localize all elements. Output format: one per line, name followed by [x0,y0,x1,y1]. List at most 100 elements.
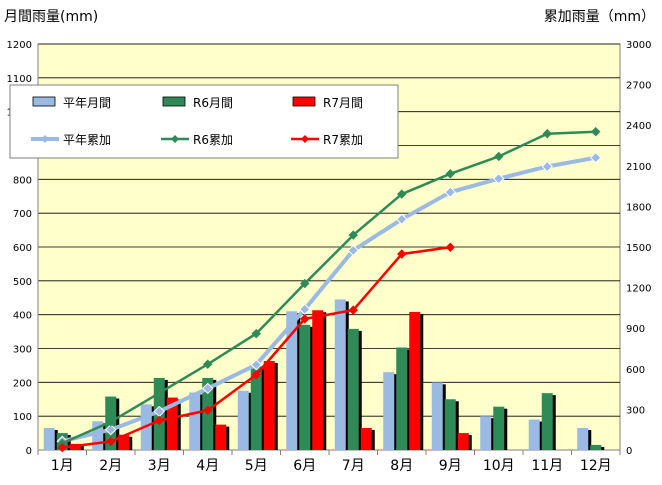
series-line [61,130,596,445]
right-axis: 0 300 600 900 1200 1500 1800 2100 2400 2700 3000 [626,40,651,457]
series-marker [154,415,164,426]
x-tick-label: 1月 [51,458,74,474]
x-tick-label: 7月 [342,458,365,474]
series-marker [347,244,359,257]
left-tick-label: 100 [13,412,32,423]
legend-label: R6月間 [193,96,233,110]
series-marker [250,359,262,371]
left-tick-label: 200 [13,378,32,389]
right-axis-title: 累加雨量（mm） [544,9,655,25]
bar [334,299,346,450]
series-marker [105,423,117,436]
series-marker [397,189,407,199]
bar [237,390,249,450]
bar [312,310,324,450]
x-tick-label: 2月 [99,458,122,474]
legend-label: 平年累加 [63,133,111,147]
right-tick-label: 1500 [626,243,651,254]
legend-swatch [32,96,56,107]
series-marker [202,382,214,395]
bar [92,421,104,450]
bar [286,311,298,450]
legend-marker [171,135,179,143]
left-tick-label: 1100 [7,74,32,85]
right-tick-label: 1800 [626,202,651,213]
right-tick-label: 300 [626,405,645,416]
bar [215,424,227,450]
bar [43,428,55,450]
series-marker [300,314,310,324]
bar [189,392,201,450]
series-marker [348,305,358,315]
bar [409,311,421,450]
x-tick-label: 3月 [148,458,171,474]
series-marker [541,160,553,173]
legend-marker [41,135,49,143]
series-marker [251,370,261,380]
series-marker [444,186,456,198]
bar [250,366,262,450]
bar [347,328,359,450]
left-tick-label: 800 [13,175,32,186]
x-tick-label: 11月 [531,458,563,474]
x-tick-label: 9月 [439,458,462,474]
series-marker [203,359,213,369]
legend-label: R7月間 [323,96,363,110]
bar [396,347,408,450]
x-tick-label: 8月 [390,458,413,474]
x-tick-label: 10月 [483,458,515,474]
legend-box [9,84,399,159]
right-tick-label: 3000 [626,40,651,51]
series-marker [591,126,601,137]
bar [118,434,130,450]
bar [360,428,372,450]
bar [480,416,492,450]
series-marker [445,242,455,252]
left-axis-title: 月間雨量(mm) [4,9,98,25]
series-marker [590,151,602,164]
bar [263,361,275,450]
bar [444,399,456,450]
right-tick-label: 1200 [626,284,651,295]
legend-marker [301,135,309,143]
series-marker [106,436,116,447]
series-marker [106,417,116,427]
x-tick-label: 5月 [245,458,268,474]
right-tick-label: 2100 [626,162,651,173]
series-marker [445,169,455,179]
left-tick-label: 500 [13,277,32,288]
bar [457,433,469,450]
bar [166,397,178,450]
x-axis: 1月 2月 3月 4月 5月 6月 7月 8月 9月 10月 11月 12月 [37,450,621,474]
left-tick-label: 0 [26,446,32,457]
series-marker [154,388,164,398]
legend-swatch [162,96,186,107]
legend-label: 平年月間 [63,96,111,110]
legend-swatch [292,96,316,107]
series-marker [397,249,407,259]
bar [590,444,602,450]
right-tick-label: 2400 [626,121,651,132]
bar [431,382,443,450]
bar [493,406,505,450]
legend-label: R6累加 [193,133,233,147]
bar [528,419,540,450]
bar [577,428,589,450]
left-tick-label: 700 [13,209,32,220]
series-marker [57,442,67,453]
x-tick-label: 4月 [196,458,219,474]
x-tick-label: 12月 [580,458,612,474]
line-series [56,126,602,453]
series-line [61,155,597,444]
bar [299,324,311,450]
series-marker [542,129,552,139]
x-tick-label: 6月 [293,458,316,474]
bar [541,393,553,450]
series-marker [396,213,408,225]
series-marker [203,405,213,416]
series-marker [300,278,310,289]
series-marker [494,151,504,162]
right-tick-label: 600 [626,365,645,376]
